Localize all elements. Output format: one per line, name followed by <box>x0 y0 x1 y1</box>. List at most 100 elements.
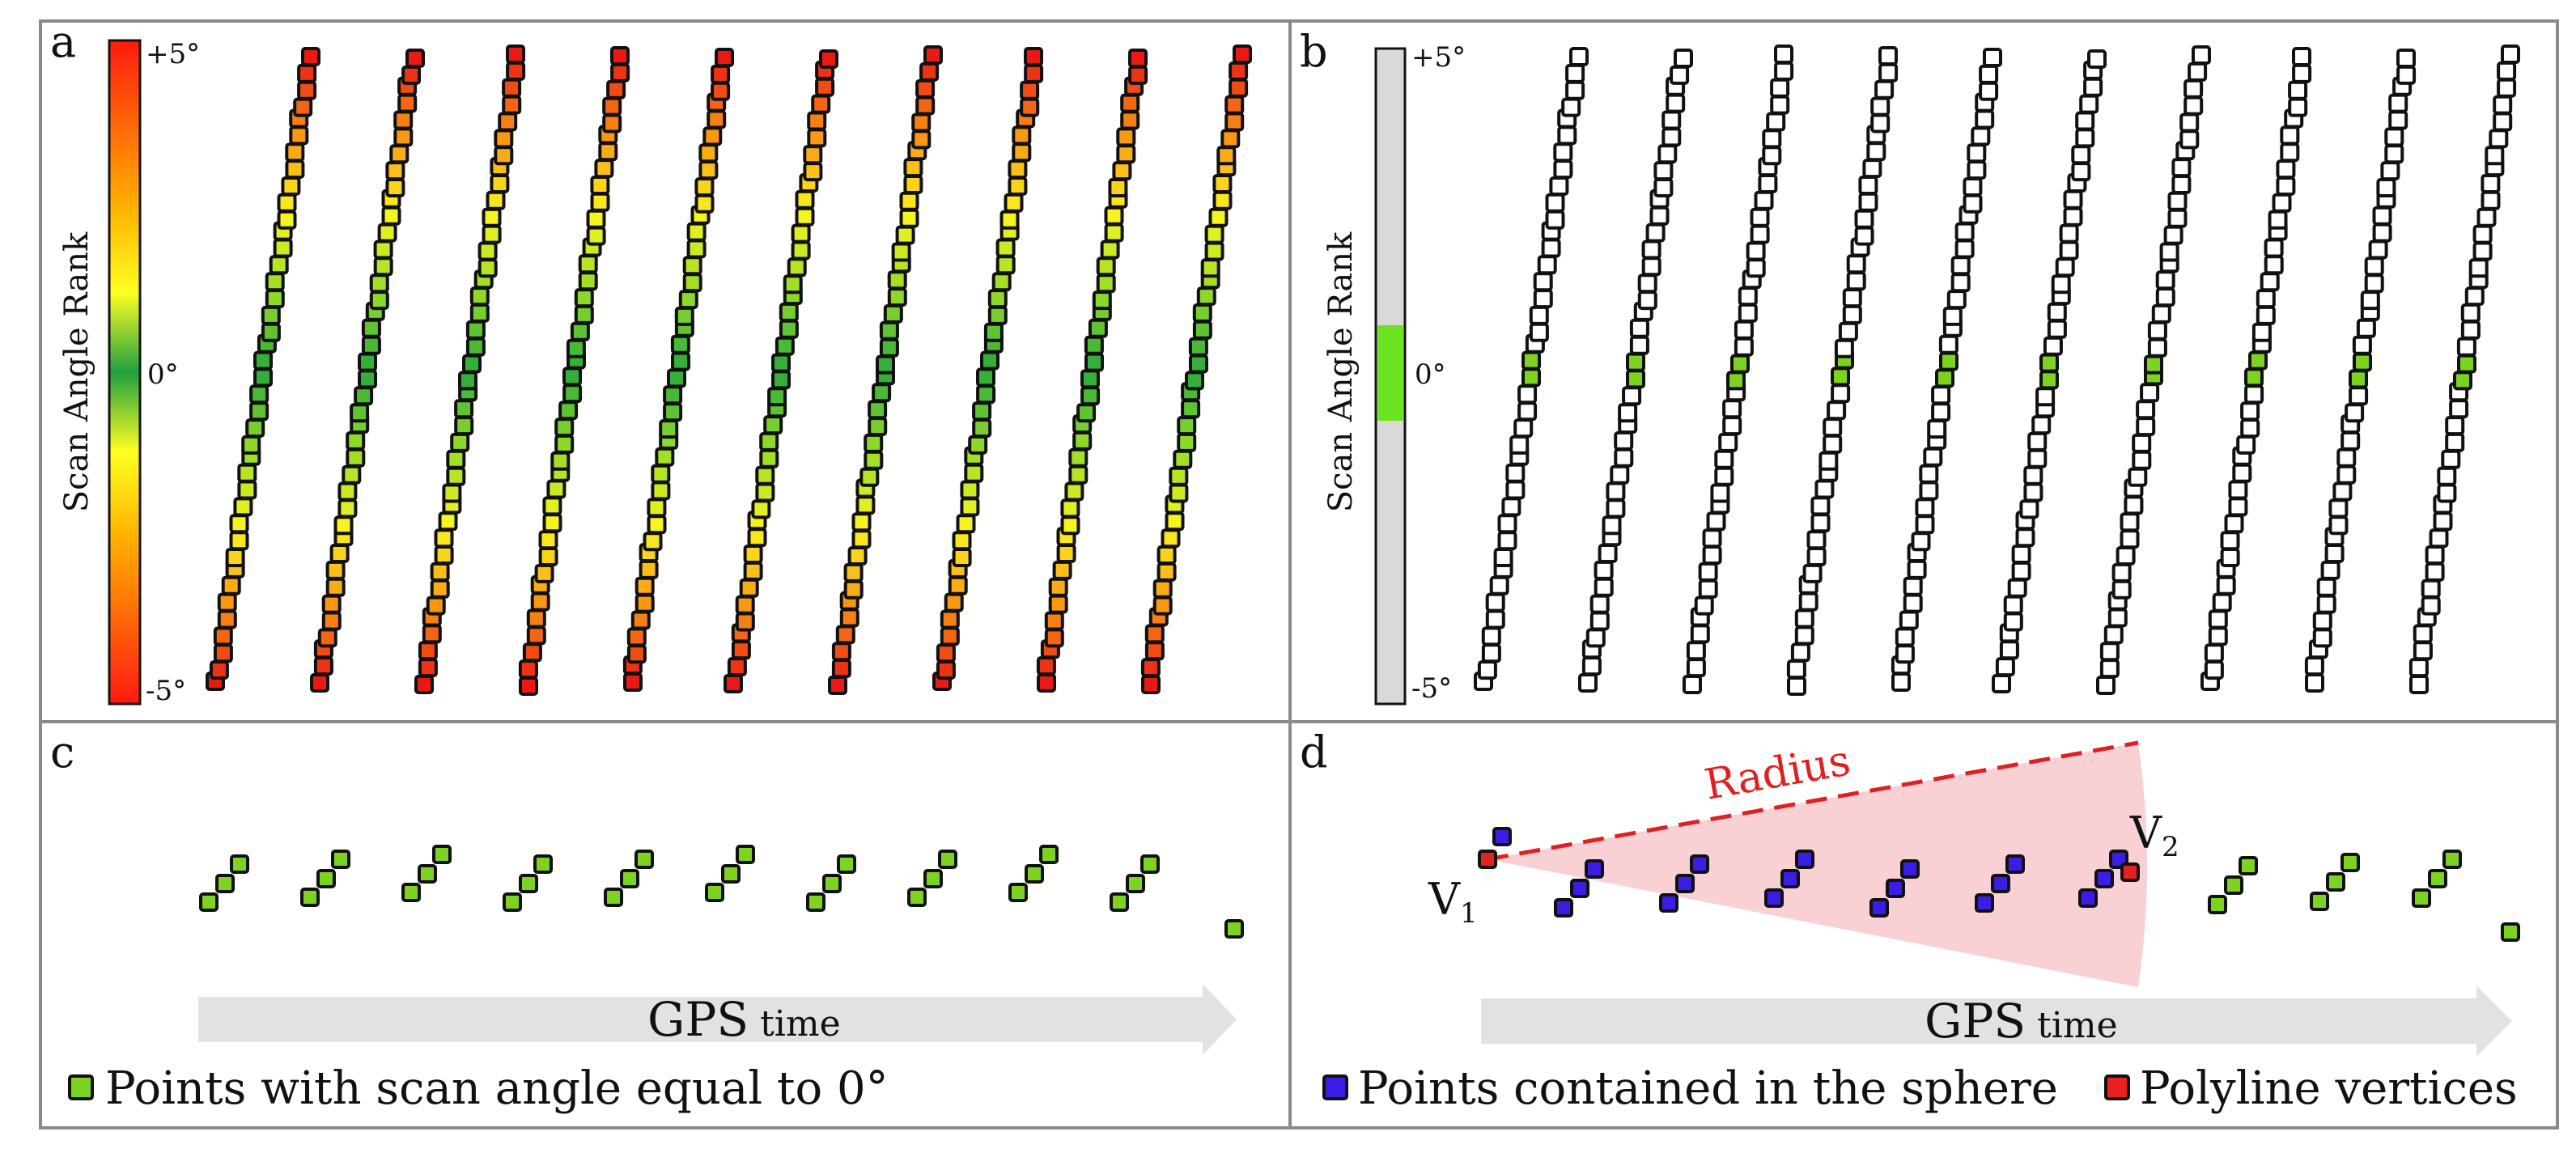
scan-point <box>2305 673 2324 693</box>
sphere-point <box>1585 859 1604 879</box>
scan-point <box>342 464 362 485</box>
scan-point <box>634 593 655 613</box>
scan-point <box>261 305 281 325</box>
scan-point <box>887 270 907 290</box>
scan-point <box>1758 174 1778 193</box>
scan-point <box>1794 608 1814 629</box>
scan-point <box>1161 528 1181 549</box>
zero-angle-point <box>215 874 235 893</box>
scan-point <box>735 595 755 615</box>
scan-point <box>233 497 253 517</box>
scan-point <box>2280 142 2300 163</box>
scan-point <box>2244 367 2264 388</box>
scan-point <box>1726 371 1746 391</box>
scan-point <box>1806 530 1827 550</box>
sphere-point <box>1900 859 1920 879</box>
scan-point <box>626 627 647 647</box>
scan-point <box>707 109 727 129</box>
panel-b-colorbar-zero-band <box>1377 325 1403 421</box>
sphere-point <box>1975 893 1994 913</box>
scan-point <box>1088 318 1108 338</box>
scan-point <box>2372 222 2392 243</box>
scan-point <box>1565 80 1585 100</box>
scan-point <box>373 239 393 260</box>
scan-point <box>940 626 960 646</box>
scan-point <box>1774 44 1793 64</box>
scan-point <box>731 640 751 660</box>
scan-point <box>1992 674 2011 693</box>
panel-d-gps-arrow <box>1481 985 2512 1057</box>
panel-a-colorbar-top-label: +5° <box>146 38 200 70</box>
scan-point <box>570 321 590 341</box>
zero-angle-point <box>2501 922 2520 942</box>
scan-point <box>1806 547 1827 566</box>
scan-point <box>983 322 1004 342</box>
scan-point <box>2051 274 2071 295</box>
scan-point <box>337 481 358 502</box>
scan-point <box>1064 481 1084 502</box>
zero-angle-point <box>300 888 320 907</box>
scan-point <box>2204 660 2224 680</box>
scan-point <box>1629 335 1649 355</box>
zero-angle-point <box>1025 864 1044 884</box>
scan-point <box>418 641 438 661</box>
scan-point <box>346 430 366 451</box>
scan-point <box>2304 656 2324 676</box>
scan-point <box>2027 448 2048 468</box>
scan-point <box>2023 465 2043 485</box>
scan-point <box>1056 544 1076 563</box>
scan-point <box>1846 271 1866 291</box>
scan-point <box>538 530 558 550</box>
scan-point <box>558 400 579 421</box>
scan-point <box>828 676 847 695</box>
scan-point <box>2240 401 2260 422</box>
scan-point <box>1698 578 1718 599</box>
scan-point <box>313 656 333 676</box>
scan-point <box>1963 193 1983 214</box>
scan-point <box>289 125 309 146</box>
scan-point <box>1068 464 1089 485</box>
scan-point <box>2103 625 2124 645</box>
scan-point <box>819 49 838 69</box>
scan-point <box>506 44 525 64</box>
scan-point <box>482 207 502 227</box>
panel-c-gps-sub: time <box>760 1003 841 1045</box>
zero-angle-point <box>806 892 825 912</box>
sphere-point <box>1570 879 1589 898</box>
scan-point <box>2460 320 2481 340</box>
scan-point <box>2413 624 2433 644</box>
scan-point <box>469 286 490 307</box>
scan-point <box>1770 78 1790 98</box>
scan-point <box>385 161 405 181</box>
scan-point <box>2244 384 2264 405</box>
scan-point <box>2232 463 2252 483</box>
scan-point <box>1012 125 1032 146</box>
scan-point <box>434 545 454 565</box>
scan-point <box>2075 128 2095 148</box>
scan-point <box>2489 129 2509 149</box>
scan-point <box>663 385 683 405</box>
scan-point <box>1919 464 1939 484</box>
scan-point <box>530 591 550 612</box>
scan-point <box>1946 290 1967 310</box>
scan-point <box>2071 162 2091 182</box>
scan-point <box>281 176 301 196</box>
scan-point <box>743 561 763 581</box>
scan-point <box>1220 129 1241 149</box>
scan-point <box>911 129 932 150</box>
scan-point <box>1060 498 1080 519</box>
scan-point <box>2425 545 2445 565</box>
scan-point <box>1008 159 1028 180</box>
scan-point <box>1141 675 1161 694</box>
scan-point <box>1481 626 1501 646</box>
scan-point <box>2380 161 2400 181</box>
scan-point <box>1008 176 1028 196</box>
scan-point <box>578 254 598 274</box>
scan-point <box>1629 318 1649 338</box>
scan-point <box>590 192 610 212</box>
scan-point <box>2208 626 2228 646</box>
scan-point <box>682 256 702 276</box>
scan-point <box>2039 353 2059 373</box>
scan-point <box>911 112 932 133</box>
scan-point <box>1581 656 1602 676</box>
